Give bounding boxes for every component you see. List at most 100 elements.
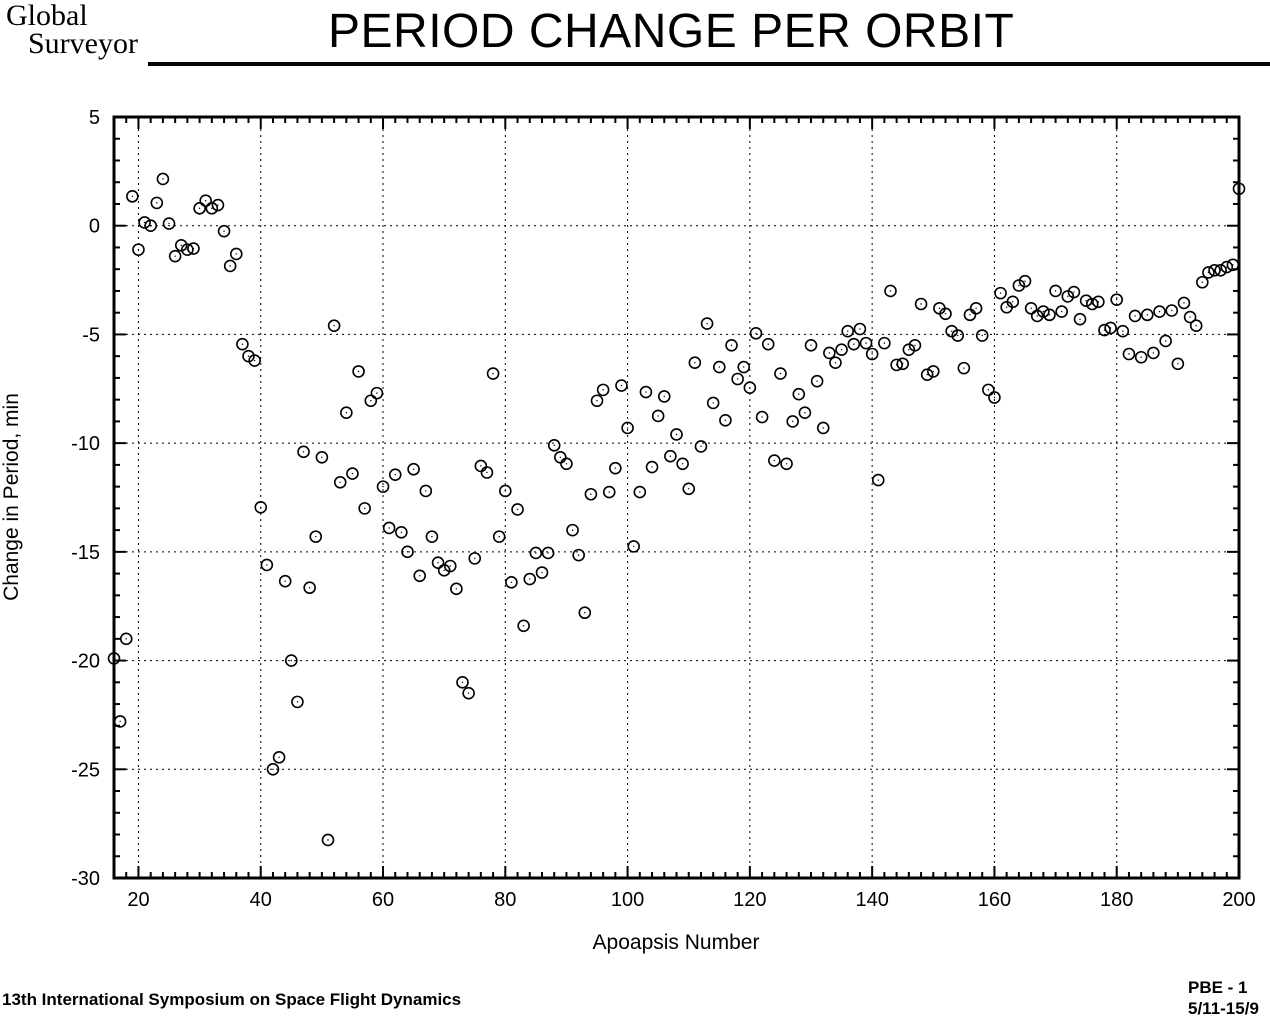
- data-point-center: [914, 344, 916, 346]
- data-point: [499, 484, 512, 498]
- data-point-center: [584, 612, 586, 614]
- data-point-center: [449, 565, 451, 567]
- data-point: [633, 485, 647, 499]
- data-point: [676, 457, 689, 471]
- y-tick-label: -30: [71, 868, 100, 890]
- data-point: [743, 381, 757, 394]
- data-point: [737, 360, 751, 374]
- data-point: [162, 217, 176, 230]
- data-point-center: [920, 303, 922, 305]
- data-point-center: [657, 415, 659, 417]
- data-point-center: [877, 479, 879, 481]
- data-point: [982, 383, 995, 397]
- data-point: [865, 347, 879, 361]
- data-point: [358, 502, 371, 515]
- data-point-center: [241, 343, 244, 345]
- data-point: [975, 329, 989, 342]
- data-point: [914, 297, 928, 311]
- data-point-center: [902, 363, 904, 365]
- data-point-center: [419, 575, 421, 577]
- data-points: [107, 172, 1246, 847]
- data-point: [486, 367, 500, 380]
- grid: [114, 117, 1239, 878]
- data-point-center: [119, 720, 121, 723]
- data-point: [810, 374, 824, 388]
- data-point: [156, 172, 170, 186]
- data-point-center: [889, 290, 892, 292]
- y-tick-label: 0: [89, 216, 100, 238]
- data-point-center: [1122, 330, 1124, 332]
- data-point: [119, 632, 133, 646]
- data-point: [370, 386, 384, 400]
- data-point-center: [510, 581, 513, 583]
- data-point-center: [492, 372, 494, 375]
- data-point: [621, 421, 634, 435]
- data-point: [401, 545, 414, 559]
- data-point-center: [840, 348, 843, 351]
- data-point: [138, 216, 151, 229]
- tick-labels: 20 40 60 80 100 120 140 160 180 200 5 0 -5 -10 -15 -20 -…: [71, 107, 1256, 911]
- data-point-center: [571, 529, 574, 531]
- data-point: [768, 454, 781, 467]
- data-point-center: [302, 451, 305, 453]
- data-point-center: [370, 400, 372, 402]
- data-point-center: [853, 343, 855, 345]
- data-point-center: [871, 353, 873, 355]
- data-point: [1079, 294, 1093, 308]
- data-point: [346, 467, 359, 480]
- data-point-center: [388, 527, 390, 529]
- header-rule: [148, 62, 1270, 66]
- data-point-center: [168, 222, 170, 225]
- data-point: [126, 190, 139, 203]
- data-point: [804, 338, 818, 352]
- data-point: [492, 530, 506, 543]
- data-point-center: [1195, 325, 1197, 327]
- data-point: [376, 480, 390, 493]
- data-point-center: [1012, 301, 1014, 303]
- data-point-center: [950, 330, 953, 332]
- data-point: [615, 379, 628, 392]
- data-point: [1220, 260, 1234, 274]
- data-point-center: [908, 348, 910, 351]
- data-point-center: [724, 419, 727, 422]
- data-point-center: [987, 389, 990, 391]
- data-point-center: [981, 334, 983, 337]
- data-point: [1171, 357, 1185, 371]
- data-point-center: [791, 420, 794, 423]
- y-tick-label: -5: [82, 324, 100, 346]
- data-point-center: [223, 230, 225, 232]
- data-point-center: [131, 195, 134, 198]
- data-point-center: [205, 200, 207, 202]
- data-point: [468, 552, 482, 565]
- data-point: [859, 336, 873, 350]
- data-point: [480, 466, 494, 479]
- data-point-center: [779, 372, 782, 375]
- data-point-center: [272, 768, 274, 770]
- data-point-center: [1042, 310, 1045, 313]
- data-point: [223, 259, 237, 273]
- data-point: [1183, 310, 1197, 324]
- data-point: [731, 372, 744, 386]
- data-point-center: [474, 557, 476, 560]
- data-point-center: [394, 473, 396, 476]
- data-point-center: [846, 330, 849, 332]
- data-point: [841, 324, 854, 338]
- data-point-center: [700, 445, 702, 448]
- data-point-center: [1146, 314, 1148, 316]
- data-point-center: [1048, 314, 1051, 316]
- data-point: [352, 365, 365, 378]
- data-point: [1037, 305, 1050, 318]
- data-point-center: [149, 225, 152, 227]
- data-point-center: [412, 468, 415, 470]
- data-point-center: [565, 463, 568, 465]
- data-point-center: [1164, 340, 1167, 342]
- data-point: [395, 525, 408, 539]
- data-point-center: [1183, 302, 1185, 304]
- data-point: [181, 243, 194, 256]
- data-point-center: [547, 552, 549, 554]
- data-point: [321, 833, 335, 847]
- data-point-center: [828, 352, 831, 354]
- x-tick-label: 160: [978, 889, 1011, 911]
- data-point: [1116, 324, 1130, 338]
- data-point-center: [357, 370, 360, 373]
